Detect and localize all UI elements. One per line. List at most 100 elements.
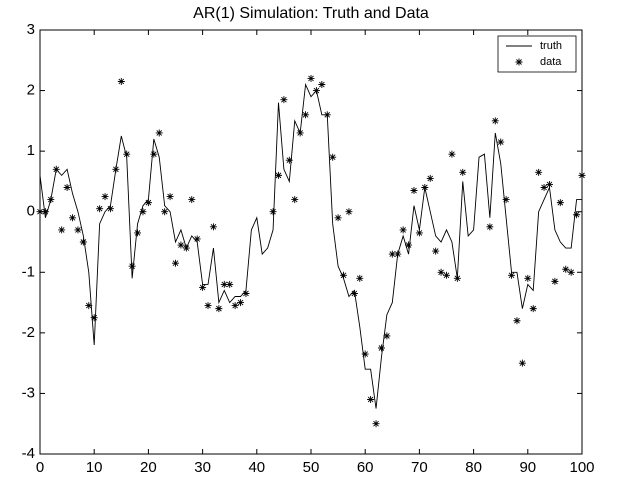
- data-marker: [291, 196, 299, 204]
- data-marker: [79, 238, 87, 246]
- data-marker: [134, 229, 142, 237]
- data-marker: [437, 268, 445, 276]
- data-marker: [491, 117, 499, 125]
- data-marker: [52, 165, 60, 173]
- x-tick-label: 20: [140, 459, 157, 476]
- data-marker: [209, 223, 217, 231]
- data-marker: [237, 299, 245, 307]
- data-marker: [529, 305, 537, 313]
- truth-line: [39, 82, 582, 409]
- data-marker: [540, 183, 548, 191]
- y-tick-label: -3: [22, 384, 35, 401]
- y-tick-label: -4: [22, 445, 35, 462]
- x-tick-label: 50: [303, 459, 320, 476]
- data-marker: [497, 138, 505, 146]
- data-marker: [421, 183, 429, 191]
- plot-frame: [39, 29, 583, 455]
- data-marker: [345, 208, 353, 216]
- legend-box: [497, 35, 577, 73]
- data-marker: [502, 196, 510, 204]
- legend-label: data: [540, 56, 562, 68]
- data-marker: [524, 274, 532, 282]
- data-marker: [166, 193, 174, 201]
- data-marker: [508, 271, 516, 279]
- x-tick-label: 10: [86, 459, 103, 476]
- x-tick-label: 80: [465, 459, 482, 476]
- data-marker: [58, 226, 66, 234]
- data-marker: [36, 208, 44, 216]
- x-tick-label: 100: [569, 459, 594, 476]
- data-marker: [215, 305, 223, 313]
- data-marker: [242, 289, 250, 297]
- legend-label: truth: [540, 40, 562, 52]
- data-marker: [459, 168, 467, 176]
- data-marker: [329, 153, 337, 161]
- data-marker: [199, 283, 207, 291]
- chart-title: AR(1) Simulation: Truth and Data: [193, 5, 429, 22]
- data-marker: [69, 214, 77, 222]
- data-marker: [117, 77, 125, 85]
- data-marker: [545, 180, 553, 188]
- data-marker: [280, 96, 288, 104]
- data-marker: [177, 241, 185, 249]
- y-tick-label: 0: [27, 203, 35, 220]
- data-marker: [535, 168, 543, 176]
- data-marker: [556, 199, 564, 207]
- x-tick-label: 90: [519, 459, 536, 476]
- data-marker: [144, 199, 152, 207]
- data-marker: [567, 268, 575, 276]
- data-marker: [432, 247, 440, 255]
- data-marker: [340, 271, 348, 279]
- data-marker: [302, 111, 310, 119]
- data-marker: [405, 241, 413, 249]
- data-marker: [47, 196, 55, 204]
- data-marker: [410, 187, 418, 195]
- data-marker: [123, 150, 131, 158]
- y-tick-label: 1: [27, 142, 35, 159]
- data-marker: [388, 250, 396, 258]
- data-marker: [367, 395, 375, 403]
- data-marker: [112, 165, 120, 173]
- data-marker: [573, 211, 581, 219]
- data-marker: [269, 208, 277, 216]
- data-marker: [383, 332, 391, 340]
- data-marker: [372, 420, 380, 428]
- data-marker: [448, 150, 456, 158]
- data-marker: [415, 229, 423, 237]
- data-marker: [513, 317, 521, 325]
- data-marker: [150, 150, 158, 158]
- y-tick-label: -1: [22, 263, 35, 280]
- data-marker: [90, 314, 98, 322]
- data-marker: [361, 350, 369, 358]
- data-marker: [85, 302, 93, 310]
- data-marker: [356, 274, 364, 282]
- data-marker: [394, 250, 402, 258]
- data-marker: [551, 277, 559, 285]
- data-marker: [350, 289, 358, 297]
- x-tick-label: 70: [411, 459, 428, 476]
- data-marker: [188, 196, 196, 204]
- data-marker: [323, 111, 331, 119]
- x-tick-label: 30: [194, 459, 211, 476]
- x-tick-label: 40: [248, 459, 265, 476]
- y-tick-label: 3: [27, 21, 35, 38]
- y-tick-label: 2: [27, 82, 35, 99]
- data-marker: [578, 171, 586, 179]
- data-marker: [453, 274, 461, 282]
- data-marker: [101, 193, 109, 201]
- data-marker: [486, 223, 494, 231]
- data-marker: [426, 174, 434, 182]
- data-marker: [63, 183, 71, 191]
- x-tick-label: 60: [357, 459, 374, 476]
- data-marker: [226, 280, 234, 288]
- data-marker: [443, 271, 450, 279]
- data-marker: [518, 359, 526, 367]
- data-marker: [182, 244, 190, 252]
- data-marker: [296, 129, 304, 137]
- data-marker: [96, 205, 104, 213]
- data-marker: [193, 235, 201, 243]
- data-marker: [128, 262, 136, 270]
- data-marker: [74, 226, 82, 234]
- data-marker: [204, 302, 212, 310]
- data-marker: [172, 259, 179, 267]
